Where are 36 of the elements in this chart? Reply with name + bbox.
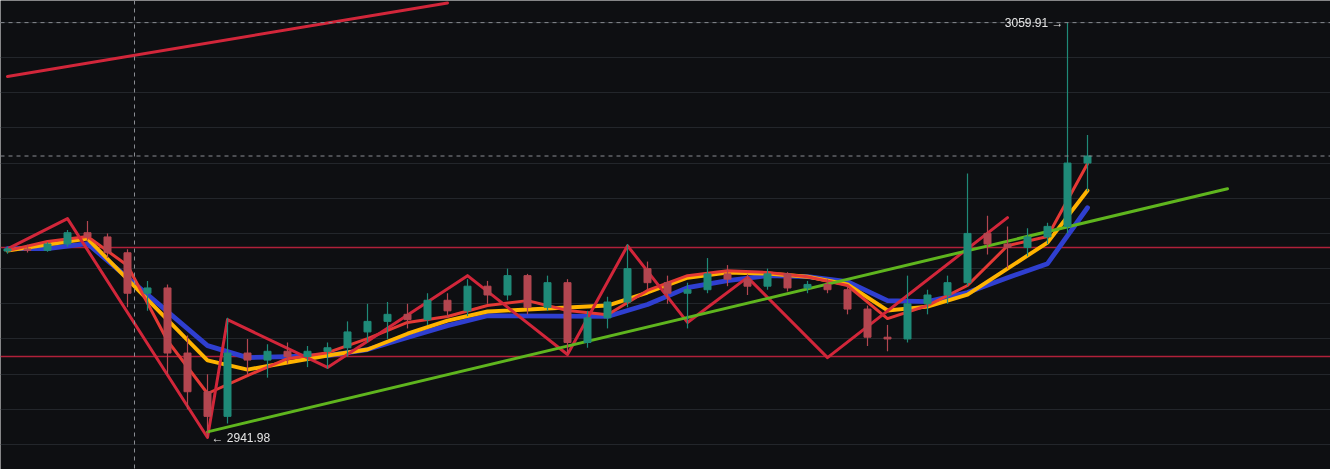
- candlestick: [883, 324, 892, 352]
- candlestick: [243, 338, 252, 375]
- candlestick: [143, 280, 152, 312]
- annotation: ← 2941.98: [211, 430, 271, 445]
- candlestick: [763, 268, 772, 291]
- candlestick: [1023, 227, 1032, 257]
- candlestick: [683, 282, 692, 330]
- candlestick: [503, 268, 512, 301]
- candlestick: [423, 292, 432, 326]
- candlestick: [283, 341, 292, 365]
- candlestick: [323, 341, 332, 370]
- candlestick: [403, 303, 412, 330]
- candlestick: [443, 292, 452, 319]
- candlestick: [843, 285, 852, 315]
- candlestick: [783, 271, 792, 293]
- candlestick: [1003, 225, 1012, 270]
- candlestick: [103, 232, 112, 259]
- candlestick: [643, 260, 652, 291]
- candlestick: [343, 320, 352, 358]
- candlestick: [303, 345, 312, 368]
- candlestick: [263, 343, 272, 379]
- candlestick: [603, 296, 612, 330]
- candlestick: [383, 301, 392, 340]
- annotation: 3059.91 →: [1004, 15, 1064, 30]
- candlestick: [1083, 134, 1092, 192]
- candlestick: [743, 273, 752, 296]
- candlestick: [483, 280, 492, 305]
- candlestick: [363, 303, 372, 344]
- candlestick: [943, 275, 952, 305]
- candlestick: [663, 275, 672, 305]
- candlestick: [983, 215, 992, 256]
- candlestick: [703, 257, 712, 294]
- candlestick: [1043, 222, 1052, 245]
- candlestick: [923, 289, 932, 315]
- candlestick: [83, 220, 92, 242]
- candlestick: [723, 264, 732, 287]
